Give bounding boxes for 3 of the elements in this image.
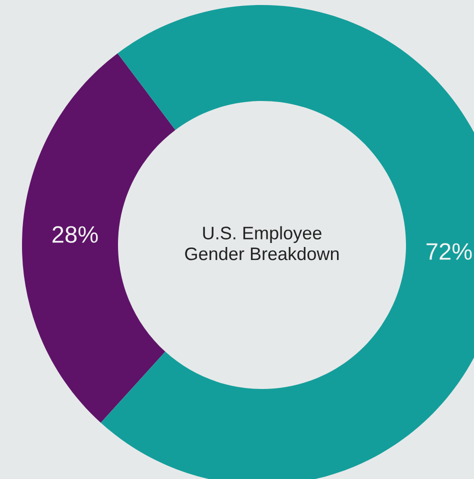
text: U.S. Employee Gender Breakdown	[185, 226, 339, 260]
data-label: 28%	[52, 226, 98, 243]
data-label: 72%	[426, 243, 472, 260]
